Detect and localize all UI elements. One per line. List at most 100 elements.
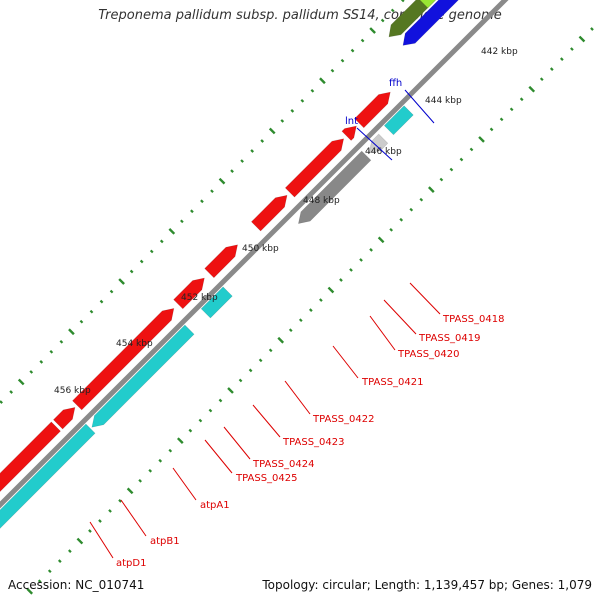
tick-mark bbox=[190, 209, 194, 214]
tick-mark bbox=[469, 147, 474, 152]
tick-mark bbox=[200, 199, 204, 204]
tick-mark bbox=[268, 127, 276, 135]
tick-mark bbox=[369, 248, 373, 252]
gene-feature[interactable] bbox=[284, 138, 345, 198]
scale-label: 450 kbp bbox=[242, 244, 279, 254]
tick-mark bbox=[570, 47, 574, 51]
tick-mark bbox=[390, 8, 395, 13]
tick-mark bbox=[227, 387, 234, 394]
tick-mark bbox=[539, 77, 544, 82]
gene-label[interactable]: TPASS_0424 bbox=[252, 459, 314, 470]
leader-line bbox=[404, 89, 435, 124]
gene-label[interactable]: TPASS_0422 bbox=[312, 414, 374, 425]
tick-mark bbox=[549, 67, 554, 71]
tick-mark bbox=[129, 269, 134, 274]
gene-feature[interactable] bbox=[250, 194, 288, 232]
gene-feature[interactable] bbox=[173, 277, 205, 310]
tick-mark bbox=[499, 117, 504, 122]
tick-mark bbox=[88, 529, 92, 533]
tick-mark bbox=[89, 309, 94, 314]
gene-feature[interactable] bbox=[52, 407, 76, 430]
tick-mark bbox=[309, 308, 313, 312]
gene-label[interactable]: TPASS_0423 bbox=[282, 437, 344, 448]
tick-mark bbox=[359, 258, 363, 262]
tick-mark bbox=[159, 239, 164, 244]
tick-mark bbox=[489, 127, 494, 132]
leader-line bbox=[204, 439, 233, 474]
tick-mark bbox=[288, 328, 293, 333]
gene-feature[interactable] bbox=[200, 286, 233, 319]
tick-mark bbox=[369, 27, 376, 34]
tick-mark bbox=[139, 259, 144, 264]
gene-label[interactable]: TPASS_0420 bbox=[397, 349, 459, 360]
tick-mark bbox=[76, 537, 84, 545]
tick-mark bbox=[248, 368, 253, 373]
gene-feature[interactable] bbox=[388, 0, 437, 38]
tick-mark bbox=[79, 319, 84, 324]
gene-feature[interactable] bbox=[91, 324, 195, 428]
tick-mark bbox=[198, 418, 203, 423]
leader-line bbox=[383, 299, 417, 335]
genome-summary: Topology: circular; Length: 1,139,457 bp… bbox=[262, 578, 592, 592]
genome-backbone bbox=[0, 0, 509, 509]
gene-feature[interactable] bbox=[368, 133, 389, 154]
tick-mark bbox=[428, 186, 435, 193]
tick-mark bbox=[26, 587, 34, 595]
tick-mark bbox=[400, 0, 405, 3]
tick-mark bbox=[208, 408, 213, 413]
leader-line bbox=[252, 404, 281, 438]
gene-label[interactable]: TPASS_0418 bbox=[442, 314, 504, 325]
leader-line bbox=[369, 315, 396, 351]
feature-track bbox=[0, 0, 465, 538]
tick-mark bbox=[17, 378, 25, 386]
gene-label[interactable]: lnt bbox=[345, 116, 358, 127]
gene-feature[interactable] bbox=[354, 91, 391, 129]
gene-feature[interactable] bbox=[383, 105, 414, 136]
tick-mark bbox=[230, 169, 234, 173]
gene-label[interactable]: ffh bbox=[389, 78, 402, 89]
tick-mark bbox=[298, 318, 303, 323]
tick-mark bbox=[148, 468, 153, 473]
gene-label[interactable]: atpB1 bbox=[150, 536, 180, 547]
leader-line bbox=[120, 499, 147, 537]
gene-labels: ffh lnt TPASS_0418 TPASS_0419 TPASS_0420 TPAS… bbox=[89, 78, 504, 569]
leader-line bbox=[89, 521, 114, 559]
tick-mark bbox=[560, 57, 564, 61]
tick-mark bbox=[277, 336, 285, 344]
gene-feature[interactable] bbox=[298, 150, 372, 224]
gene-label[interactable]: TPASS_0421 bbox=[361, 377, 423, 388]
gene-label[interactable]: TPASS_0419 bbox=[418, 333, 480, 344]
scale-label: 456 kbp bbox=[54, 386, 91, 396]
tick-mark bbox=[258, 358, 263, 363]
tick-mark bbox=[59, 339, 64, 344]
tick-mark bbox=[218, 398, 223, 403]
tick-mark bbox=[39, 360, 44, 364]
gene-feature[interactable] bbox=[402, 0, 465, 46]
gene-feature[interactable] bbox=[0, 421, 61, 527]
tick-mark bbox=[0, 400, 3, 404]
tick-mark bbox=[310, 88, 315, 93]
gene-feature[interactable] bbox=[418, 0, 465, 9]
gene-feature[interactable] bbox=[0, 423, 96, 538]
gene-label[interactable]: atpA1 bbox=[200, 500, 230, 511]
gene-label[interactable]: TPASS_0425 bbox=[235, 473, 297, 484]
tick-mark bbox=[459, 157, 464, 162]
gene-label[interactable]: atpD1 bbox=[116, 558, 146, 569]
gene-feature[interactable] bbox=[204, 244, 238, 279]
leader-line bbox=[223, 426, 251, 460]
gene-feature[interactable] bbox=[72, 308, 175, 411]
tick-mark bbox=[47, 569, 52, 574]
tick-mark bbox=[377, 236, 385, 244]
tick-mark bbox=[339, 278, 343, 282]
outer-tick-ring bbox=[0, 0, 405, 404]
tick-mark bbox=[268, 348, 273, 353]
tick-mark bbox=[389, 227, 394, 232]
tick-mark bbox=[409, 207, 414, 212]
gene-feature[interactable] bbox=[341, 125, 357, 141]
tick-mark bbox=[126, 487, 134, 495]
tick-mark bbox=[350, 48, 355, 53]
tick-mark bbox=[319, 298, 323, 302]
scale-label: 442 kbp bbox=[481, 47, 518, 57]
tick-mark bbox=[37, 579, 42, 584]
tick-mark bbox=[49, 350, 54, 354]
